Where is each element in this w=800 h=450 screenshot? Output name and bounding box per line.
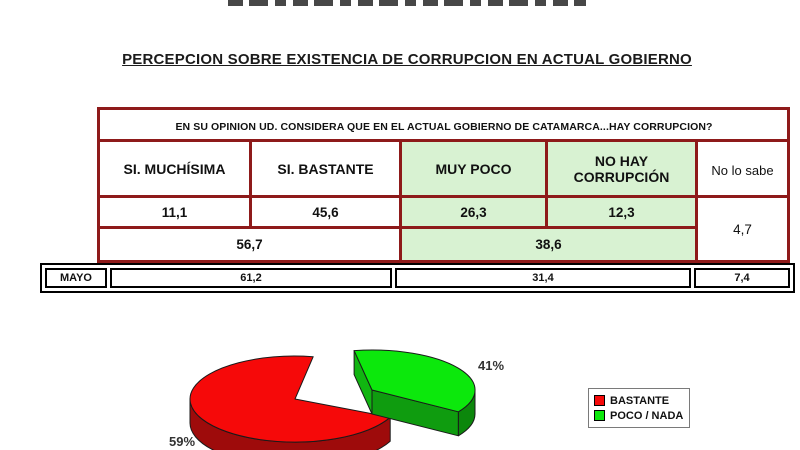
table-row-question: EN SU OPINION UD. CONSIDERA QUE EN EL AC… bbox=[96, 107, 791, 142]
pie-slice-poco-nada bbox=[353, 349, 476, 413]
table-row-values: 11,1 45,6 26,3 12,3 4,7 bbox=[97, 195, 791, 263]
page-title: PERCEPCION SOBRE EXISTENCIA DE CORRUPCIO… bbox=[122, 51, 692, 68]
mayo-label: MAYO bbox=[45, 268, 107, 288]
value-no-hay-corrupcion: 12,3 bbox=[545, 195, 698, 229]
mayo-value-si: 61,2 bbox=[110, 268, 392, 288]
value-si-muchisima: 11,1 bbox=[97, 195, 252, 229]
value-muy-poco: 26,3 bbox=[399, 195, 548, 229]
subtotal-si: 56,7 bbox=[97, 226, 402, 263]
pie-label-bastante: 59% bbox=[169, 434, 195, 449]
legend-swatch-poco-nada-icon bbox=[594, 410, 605, 421]
table-row-headers: SI. MUCHÍSIMA SI. BASTANTE MUY POCO NO H… bbox=[97, 139, 791, 198]
legend-swatch-bastante-icon bbox=[594, 395, 605, 406]
mayo-summary-row: MAYO 61,2 31,4 7,4 bbox=[40, 263, 795, 293]
pie-label-poco-nada: 41% bbox=[478, 358, 504, 373]
column-header-si-bastante: SI. BASTANTE bbox=[249, 139, 402, 198]
column-header-si-muchisima: SI. MUCHÍSIMA bbox=[97, 139, 252, 198]
column-header-no-hay-corrupcion: NO HAY CORRUPCIÓN bbox=[545, 139, 698, 198]
table-row-subtotals: 56,7 38,6 bbox=[97, 226, 789, 263]
column-header-no-lo-sabe: No lo sabe bbox=[694, 139, 791, 198]
table-row-mayo: MAYO 61,2 31,4 7,4 bbox=[45, 268, 790, 288]
mayo-value-poco-nada: 31,4 bbox=[395, 268, 691, 288]
subtotal-poco-nada: 38,6 bbox=[399, 226, 698, 263]
pie-slice-bastante bbox=[189, 355, 391, 443]
chart-legend: BASTANTE POCO / NADA bbox=[588, 388, 690, 428]
legend-label-bastante: BASTANTE bbox=[610, 394, 670, 407]
legend-label-poco-nada: POCO / NADA bbox=[610, 409, 684, 422]
value-no-lo-sabe: 4,7 bbox=[694, 195, 791, 263]
mayo-value-no-sabe: 7,4 bbox=[694, 268, 790, 288]
pie-chart: 59% 41% bbox=[169, 349, 504, 450]
value-si-bastante: 45,6 bbox=[249, 195, 402, 229]
survey-table: EN SU OPINION UD. CONSIDERA QUE EN EL AC… bbox=[96, 107, 791, 263]
legend-item-poco-nada: POCO / NADA bbox=[594, 408, 684, 423]
survey-question: EN SU OPINION UD. CONSIDERA QUE EN EL AC… bbox=[96, 107, 791, 142]
cutoff-text-top bbox=[228, 0, 586, 6]
column-header-muy-poco: MUY POCO bbox=[399, 139, 548, 198]
legend-item-bastante: BASTANTE bbox=[594, 393, 684, 408]
